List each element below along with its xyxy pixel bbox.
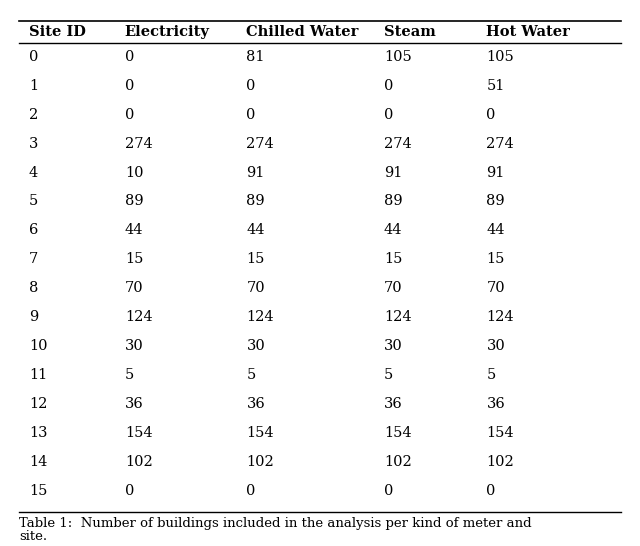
Text: 36: 36 xyxy=(246,397,265,411)
Text: 44: 44 xyxy=(384,223,403,238)
Text: 6: 6 xyxy=(29,223,38,238)
Text: 274: 274 xyxy=(125,136,152,151)
Text: 124: 124 xyxy=(486,310,514,324)
Text: 154: 154 xyxy=(486,426,514,440)
Text: 9: 9 xyxy=(29,310,38,324)
Text: 30: 30 xyxy=(125,339,143,353)
Text: 102: 102 xyxy=(384,455,412,469)
Text: 15: 15 xyxy=(486,252,505,266)
Text: 5: 5 xyxy=(125,368,134,382)
Text: 4: 4 xyxy=(29,165,38,180)
Text: 44: 44 xyxy=(246,223,265,238)
Text: 0: 0 xyxy=(125,50,134,64)
Text: 91: 91 xyxy=(384,165,403,180)
Text: 154: 154 xyxy=(125,426,152,440)
Text: 8: 8 xyxy=(29,281,38,295)
Text: 3: 3 xyxy=(29,136,38,151)
Text: 0: 0 xyxy=(246,108,256,122)
Text: 124: 124 xyxy=(125,310,152,324)
Text: 0: 0 xyxy=(246,484,256,498)
Text: 10: 10 xyxy=(125,165,143,180)
Text: 5: 5 xyxy=(384,368,393,382)
Text: 89: 89 xyxy=(125,194,143,209)
Text: 5: 5 xyxy=(486,368,495,382)
Text: 105: 105 xyxy=(384,50,412,64)
Text: 91: 91 xyxy=(246,165,265,180)
Text: 36: 36 xyxy=(486,397,505,411)
Text: 36: 36 xyxy=(384,397,403,411)
Text: Electricity: Electricity xyxy=(125,25,210,39)
Text: 102: 102 xyxy=(246,455,274,469)
Text: 89: 89 xyxy=(384,194,403,209)
Text: 30: 30 xyxy=(486,339,505,353)
Text: 154: 154 xyxy=(384,426,412,440)
Text: 70: 70 xyxy=(246,281,265,295)
Text: 0: 0 xyxy=(246,79,256,93)
Text: 2: 2 xyxy=(29,108,38,122)
Text: 15: 15 xyxy=(125,252,143,266)
Text: 1: 1 xyxy=(29,79,38,93)
Text: 124: 124 xyxy=(384,310,412,324)
Text: 154: 154 xyxy=(246,426,274,440)
Text: 0: 0 xyxy=(384,79,394,93)
Text: 51: 51 xyxy=(486,79,505,93)
Text: 102: 102 xyxy=(486,455,514,469)
Text: Table 1:  Number of buildings included in the analysis per kind of meter and: Table 1: Number of buildings included in… xyxy=(19,517,532,530)
Text: 10: 10 xyxy=(29,339,47,353)
Text: 30: 30 xyxy=(246,339,265,353)
Text: Hot Water: Hot Water xyxy=(486,25,570,39)
Text: Steam: Steam xyxy=(384,25,436,39)
Text: 12: 12 xyxy=(29,397,47,411)
Text: 13: 13 xyxy=(29,426,47,440)
Text: 89: 89 xyxy=(246,194,265,209)
Text: 36: 36 xyxy=(125,397,143,411)
Text: 15: 15 xyxy=(384,252,403,266)
Text: 124: 124 xyxy=(246,310,274,324)
Text: 274: 274 xyxy=(486,136,514,151)
Text: 274: 274 xyxy=(384,136,412,151)
Text: 102: 102 xyxy=(125,455,152,469)
Text: 91: 91 xyxy=(486,165,505,180)
Text: Chilled Water: Chilled Water xyxy=(246,25,359,39)
Text: 0: 0 xyxy=(384,108,394,122)
Text: 70: 70 xyxy=(486,281,505,295)
Text: 0: 0 xyxy=(384,484,394,498)
Text: 15: 15 xyxy=(246,252,265,266)
Text: 14: 14 xyxy=(29,455,47,469)
Text: 7: 7 xyxy=(29,252,38,266)
Text: 89: 89 xyxy=(486,194,505,209)
Text: 5: 5 xyxy=(29,194,38,209)
Text: Site ID: Site ID xyxy=(29,25,86,39)
Text: 70: 70 xyxy=(384,281,403,295)
Text: 0: 0 xyxy=(125,79,134,93)
Text: 0: 0 xyxy=(29,50,38,64)
Text: 274: 274 xyxy=(246,136,274,151)
Text: 81: 81 xyxy=(246,50,265,64)
Text: 0: 0 xyxy=(486,484,496,498)
Text: 0: 0 xyxy=(125,108,134,122)
Text: site.: site. xyxy=(19,530,47,543)
Text: 0: 0 xyxy=(486,108,496,122)
Text: 30: 30 xyxy=(384,339,403,353)
Text: 11: 11 xyxy=(29,368,47,382)
Text: 44: 44 xyxy=(125,223,143,238)
Text: 5: 5 xyxy=(246,368,255,382)
Text: 15: 15 xyxy=(29,484,47,498)
Text: 105: 105 xyxy=(486,50,514,64)
Text: 0: 0 xyxy=(125,484,134,498)
Text: 70: 70 xyxy=(125,281,143,295)
Text: 44: 44 xyxy=(486,223,505,238)
